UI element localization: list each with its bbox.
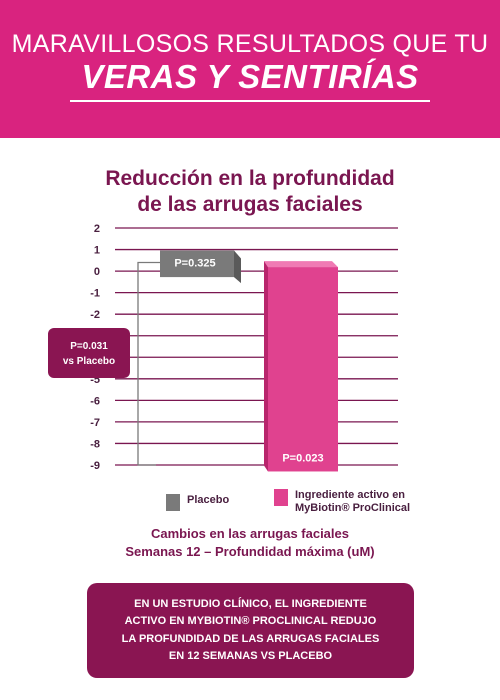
bar-active bbox=[268, 267, 338, 472]
y-tick-label: -6 bbox=[90, 395, 100, 407]
callout-box bbox=[48, 328, 130, 378]
bar-placebo-label: P=0.325 bbox=[174, 257, 215, 269]
callout-text: vs Placebo bbox=[63, 356, 115, 367]
header-line-1: MARAVILLOSOS RESULTADOS QUE TU bbox=[11, 30, 489, 58]
legend-swatch-placebo bbox=[166, 494, 180, 511]
y-tick-label: -2 bbox=[90, 309, 100, 321]
bar-active-label: P=0.023 bbox=[282, 452, 323, 464]
caption-line-2: Semanas 12 – Profundidad máxima (uM) bbox=[125, 544, 375, 559]
header-line-2: VERAS Y SENTIRÍAS bbox=[81, 58, 419, 95]
legend-item-placebo: Placebo bbox=[166, 494, 229, 511]
legend-item-active: Ingrediente activo en MyBiotin® ProClini… bbox=[274, 489, 410, 515]
legend-swatch-active bbox=[274, 489, 288, 506]
panel-line-2: ACTIVO EN MYBIOTIN® PROCLINICAL REDUJO bbox=[124, 615, 377, 627]
legend-label-placebo-line-1: Placebo bbox=[187, 494, 230, 506]
caption-line-1: Cambios en las arrugas faciales bbox=[151, 526, 349, 541]
bar-active-top bbox=[264, 261, 338, 268]
header-banner: MARAVILLOSOS RESULTADOS QUE TU VERAS Y S… bbox=[0, 0, 500, 138]
bar-active-side bbox=[264, 261, 268, 472]
y-tick-label: 0 bbox=[94, 266, 100, 278]
bar-placebo bbox=[160, 250, 234, 278]
chart-title-line-1: Reducción en la profundidad bbox=[105, 167, 395, 190]
legend-label-active: Ingrediente activo en MyBiotin® ProClini… bbox=[295, 489, 410, 515]
bar-placebo-side bbox=[234, 250, 241, 284]
header-underline bbox=[70, 100, 430, 102]
chart-caption: Cambios en las arrugas faciales Semanas … bbox=[0, 525, 500, 561]
panel-line-3: LA PROFUNDIDAD DE LAS ARRUGAS FACIALES bbox=[121, 632, 380, 645]
summary-panel: EN UN ESTUDIO CLÍNICO, EL INGREDIENTE AC… bbox=[87, 583, 414, 678]
panel-line-4: EN 12 SEMANAS VS PLACEBO bbox=[168, 650, 333, 662]
callout-text: P=0.031 bbox=[70, 341, 108, 352]
y-tick-label: 1 bbox=[94, 245, 100, 257]
y-tick-label: -8 bbox=[90, 438, 100, 450]
chart-title-line-2: de las arrugas faciales bbox=[137, 193, 363, 216]
y-tick-label: -5 bbox=[90, 374, 100, 386]
legend-label-active-line-2: MyBiotin® ProClinical bbox=[295, 502, 411, 514]
y-tick-label: -9 bbox=[90, 460, 100, 472]
legend-label-placebo: Placebo bbox=[187, 494, 229, 506]
y-tick-label: -7 bbox=[90, 417, 100, 429]
y-tick-label: 2 bbox=[94, 223, 100, 235]
chart-title: Reducción en la profundidad de las arrug… bbox=[0, 166, 500, 218]
legend-label-active-line-1: Ingrediente activo en bbox=[295, 489, 406, 501]
panel-line-1: EN UN ESTUDIO CLÍNICO, EL INGREDIENTE bbox=[134, 597, 367, 610]
y-tick-label: -1 bbox=[90, 288, 100, 300]
comparison-bracket bbox=[137, 261, 163, 466]
